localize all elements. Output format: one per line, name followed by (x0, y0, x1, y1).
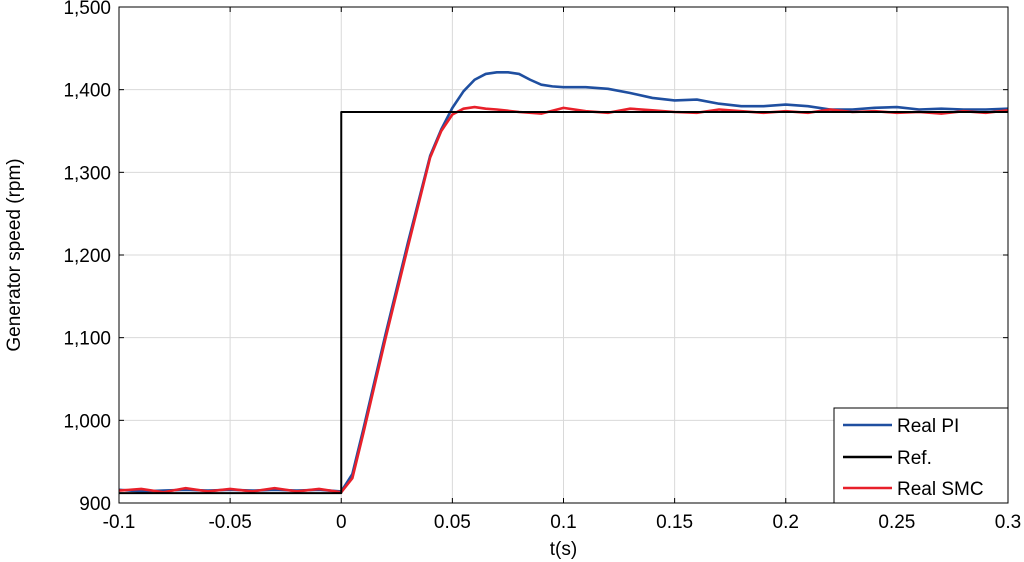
x-tick-label: 0.05 (434, 512, 471, 533)
legend-label-real-pi: Real PI (897, 416, 959, 437)
y-tick-label: 1,200 (63, 246, 111, 267)
y-tick-label: 1,500 (63, 0, 111, 19)
y-tick-label: 900 (79, 494, 111, 515)
series-line-ref (119, 110, 1008, 495)
x-tick-label: -0.1 (103, 512, 136, 533)
x-tick-label: 0.25 (878, 512, 915, 533)
y-axis-label: Generator speed (rpm) (4, 158, 25, 351)
x-tick-label: 0.1 (550, 512, 576, 533)
legend-label-ref: Ref. (897, 448, 932, 469)
x-tick-label: 0.15 (656, 512, 693, 533)
y-tick-label: 1,000 (63, 411, 111, 432)
y-tick-label: 1,100 (63, 329, 111, 350)
x-tick-label: -0.05 (208, 512, 251, 533)
x-tick-label: 0 (336, 512, 347, 533)
legend-label-real-smc: Real SMC (897, 479, 984, 500)
series-layer (118, 71, 1009, 495)
tick-labels: -0.1 -0.05 0 0.05 0.1 0.15 0.2 0.25 0.3 900 1,000 1… (63, 0, 1021, 533)
legend: Real PI Ref. Real SMC (833, 407, 1009, 504)
x-tick-label: 0.2 (773, 512, 799, 533)
y-tick-label: 1,400 (63, 81, 111, 102)
x-axis-label: t(s) (550, 539, 577, 560)
x-tick-label: 0.3 (995, 512, 1021, 533)
y-tick-label: 1,300 (63, 163, 111, 184)
